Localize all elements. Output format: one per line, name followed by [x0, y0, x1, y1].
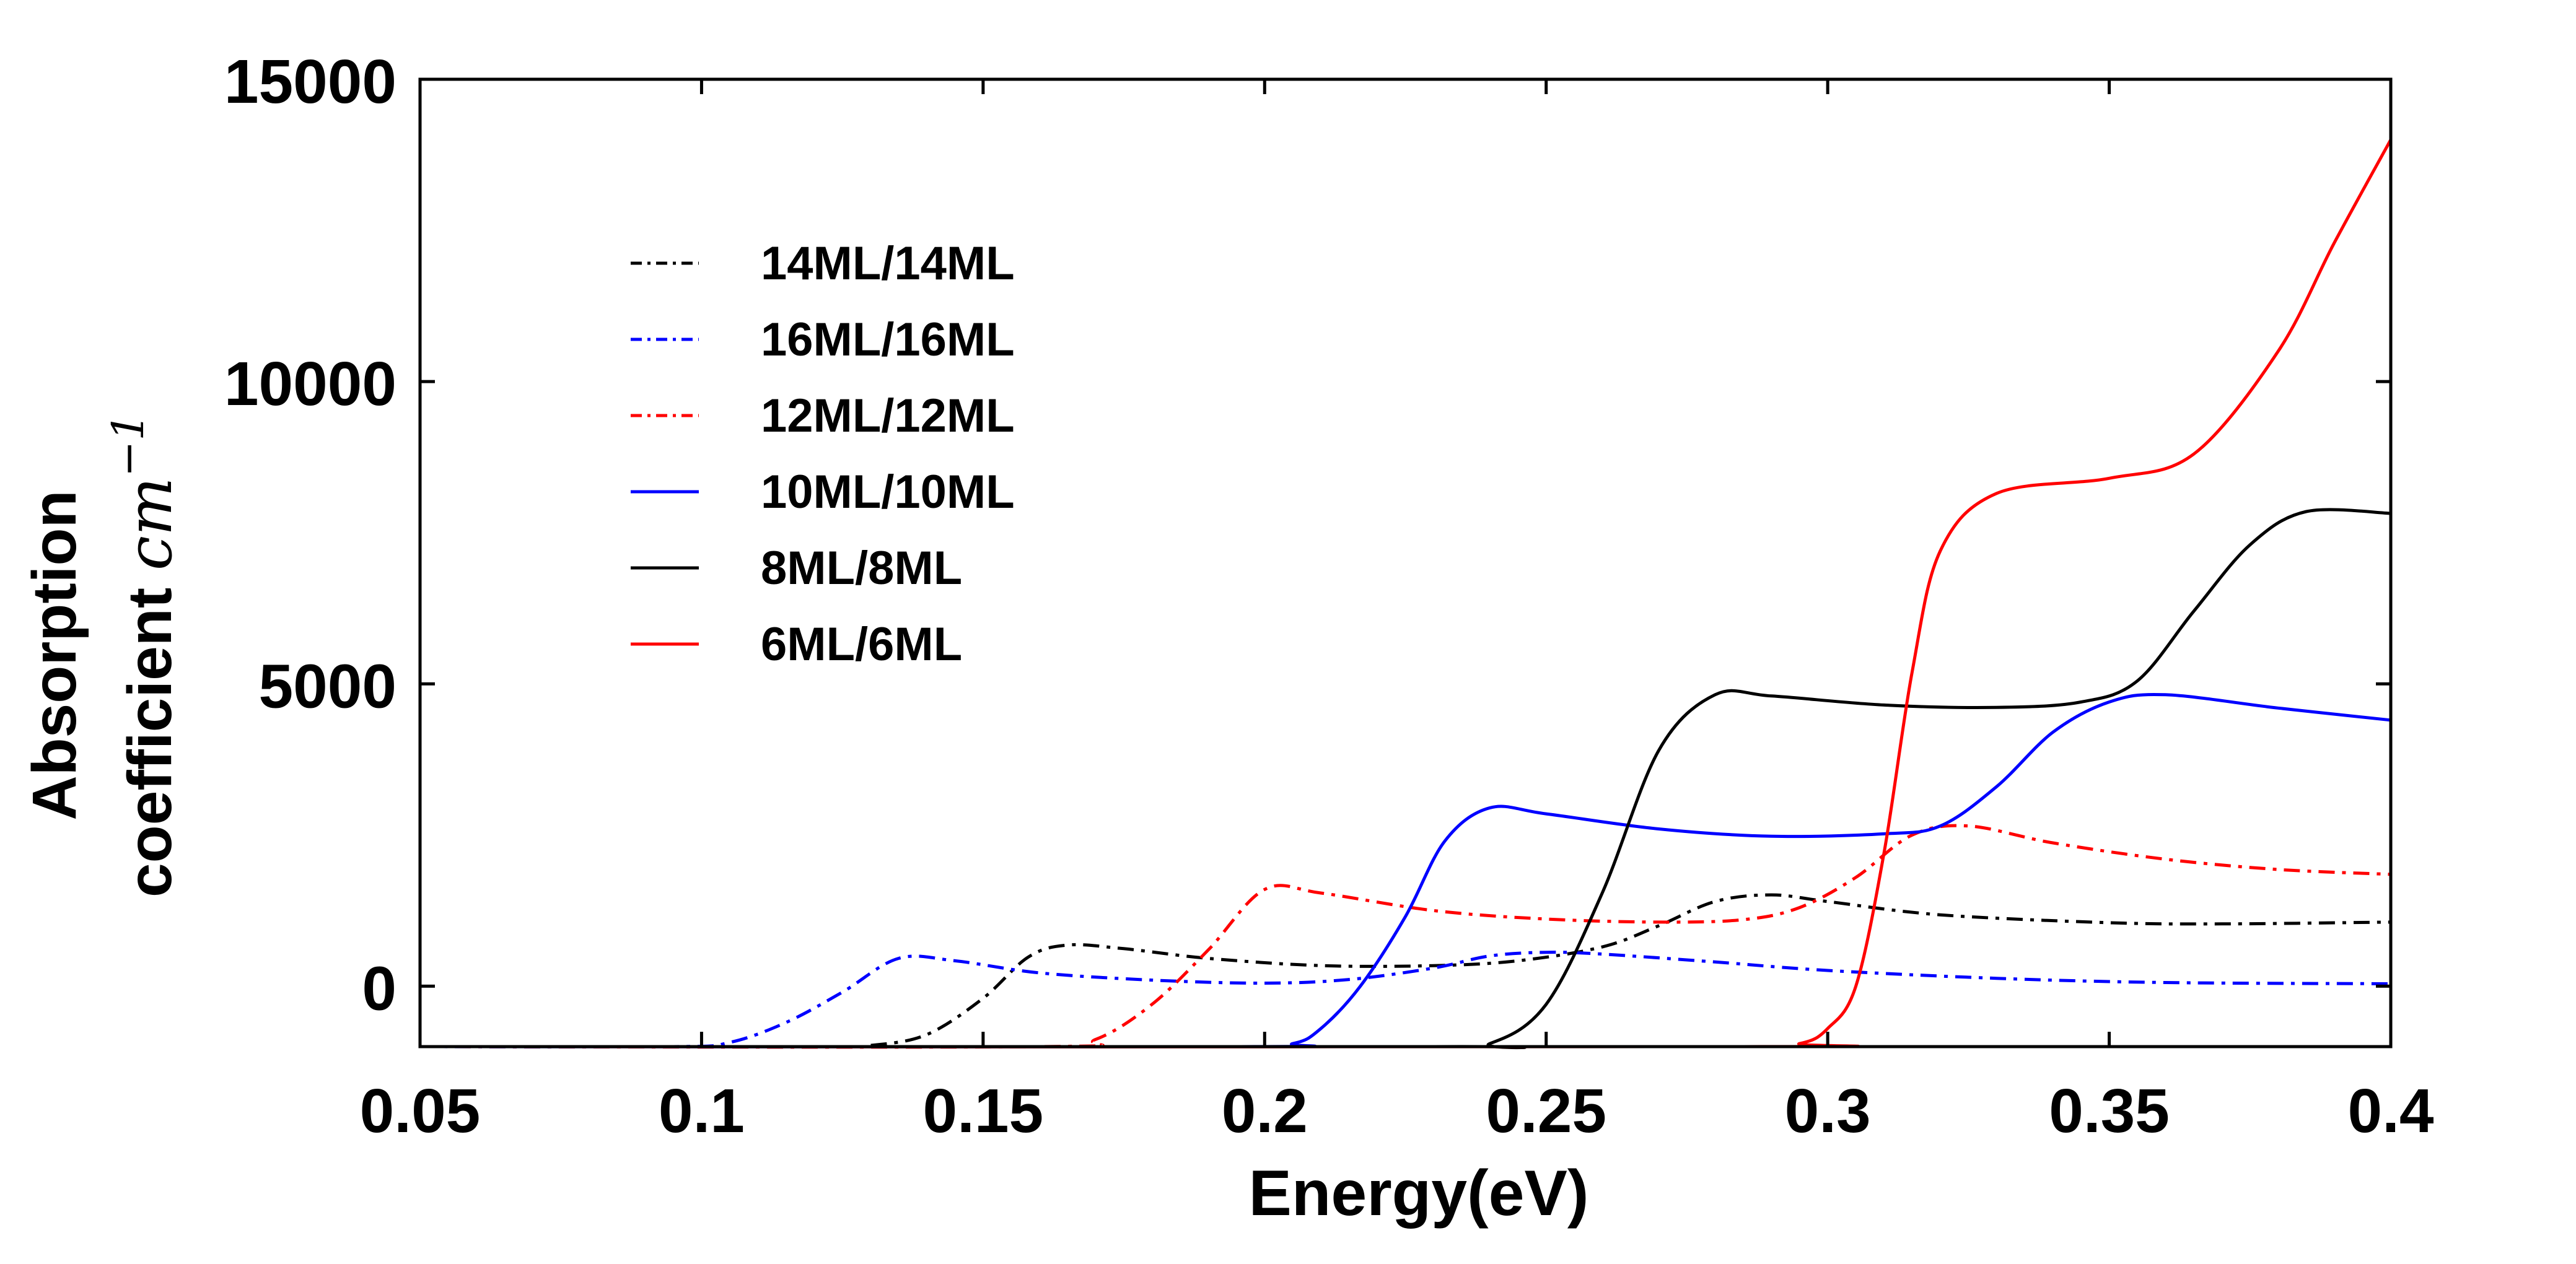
y-axis-label-text: coefficient — [115, 570, 185, 897]
legend-label: 12ML/12ML — [761, 390, 1015, 442]
legend-label: 6ML/6ML — [761, 618, 962, 671]
x-tick-label: 0.3 — [1785, 1076, 1871, 1146]
y-axis-unit: cm — [113, 477, 186, 570]
x-tick-label: 0.05 — [360, 1076, 481, 1146]
legend-label: 8ML/8ML — [761, 542, 962, 595]
x-tick-label: 0.1 — [659, 1076, 745, 1146]
x-tick-label: 0.35 — [2049, 1076, 2170, 1146]
series-line-12ml-12ml — [419, 824, 2391, 1049]
y-tick-label: 10000 — [224, 349, 396, 419]
x-tick-label: 0.2 — [1222, 1076, 1308, 1146]
series-line-16ml-16ml — [419, 951, 2391, 1048]
x-axis-label-text: Energy(eV) — [1248, 1157, 1588, 1229]
y-tick-label: 15000 — [224, 47, 396, 116]
x-axis-label: Energy(eV) — [1248, 1157, 1588, 1229]
y-tick-label: 5000 — [259, 652, 396, 721]
y-tick-label: 0 — [362, 954, 396, 1023]
plot-frame — [418, 77, 2393, 1048]
legend-label: 10ML/10ML — [761, 466, 1015, 518]
legend: 14ML/14ML 16ML/16ML 12ML/12ML 10ML/10ML 8ML/… — [631, 237, 1015, 671]
x-tick-label: 0.4 — [2347, 1076, 2434, 1146]
x-tick-label: 0.15 — [923, 1076, 1044, 1146]
legend-label: 16ML/16ML — [761, 313, 1015, 366]
x-tick-label: 0.25 — [1486, 1076, 1606, 1146]
series-line-14ml-14ml — [419, 893, 2391, 1048]
tick-layer: 0.05 0.1 0.15 0.2 0.25 0.3 0.35 0.4 0 5000 10000 15… — [224, 47, 2434, 1146]
y-axis-unit-exponent: −1 — [103, 413, 154, 477]
legend-label: 14ML/14ML — [761, 237, 1015, 290]
y-axis-label-line1: Absorption — [20, 490, 89, 820]
y-axis-label-line2: coefficient cm−1 — [103, 413, 186, 897]
